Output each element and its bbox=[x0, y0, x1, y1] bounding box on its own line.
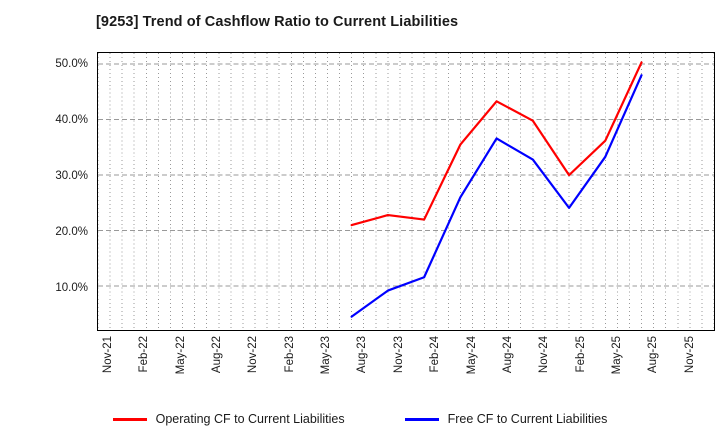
x-axis-label: Aug-25 bbox=[647, 336, 660, 374]
chart-legend: Operating CF to Current Liabilities Free … bbox=[0, 405, 720, 433]
x-axis-label: May-24 bbox=[465, 336, 478, 375]
x-axis-label: Nov-21 bbox=[102, 336, 114, 374]
gridlines bbox=[98, 53, 714, 330]
y-axis-tick-labels: 10.0% 20.0% 30.0% 40.0% 50.0% bbox=[0, 52, 97, 333]
x-axis-label: Nov-24 bbox=[538, 336, 551, 374]
chart-title: [9253] Trend of Cashflow Ratio to Curren… bbox=[96, 14, 459, 30]
legend-entry[interactable]: Operating CF to Current Liabilities bbox=[112, 412, 345, 426]
x-axis-label: Feb-24 bbox=[429, 336, 442, 373]
series-line bbox=[350, 74, 643, 318]
x-axis-tick-labels: Nov-21 Feb-22 May-22 Aug-22 Nov-22 Feb-23 May-… bbox=[97, 333, 715, 405]
series-line bbox=[350, 61, 643, 227]
y-axis-label: 50.0% bbox=[55, 58, 88, 71]
series-lines bbox=[350, 61, 643, 318]
y-axis-label: 20.0% bbox=[55, 225, 88, 238]
x-axis-label: Nov-23 bbox=[392, 336, 405, 374]
x-axis-label: Nov-22 bbox=[247, 336, 260, 374]
legend-color-swatch bbox=[404, 417, 439, 421]
x-axis-label: May-22 bbox=[174, 336, 187, 375]
plot-area bbox=[97, 52, 715, 331]
legend-color-swatch bbox=[112, 417, 147, 421]
legend-entry[interactable]: Free CF to Current Liabilities bbox=[404, 412, 608, 426]
x-axis-label: Feb-23 bbox=[283, 336, 296, 373]
y-axis-label: 30.0% bbox=[55, 170, 88, 182]
x-axis-label: Aug-23 bbox=[356, 336, 369, 374]
x-axis-label: May-23 bbox=[320, 336, 333, 375]
y-axis-label: 40.0% bbox=[55, 114, 88, 127]
x-axis-label: Aug-24 bbox=[501, 336, 514, 374]
legend-label: Operating CF to Current Liabilities bbox=[155, 412, 345, 426]
y-axis-label: 10.0% bbox=[55, 281, 88, 294]
legend-label: Free CF to Current Liabilities bbox=[447, 412, 608, 426]
x-axis-label: May-25 bbox=[610, 336, 623, 375]
x-axis-label: Feb-25 bbox=[574, 336, 587, 373]
x-axis-label: Aug-22 bbox=[211, 336, 224, 374]
x-axis-label: Feb-22 bbox=[138, 336, 151, 373]
x-axis-label: Nov-25 bbox=[683, 336, 696, 374]
